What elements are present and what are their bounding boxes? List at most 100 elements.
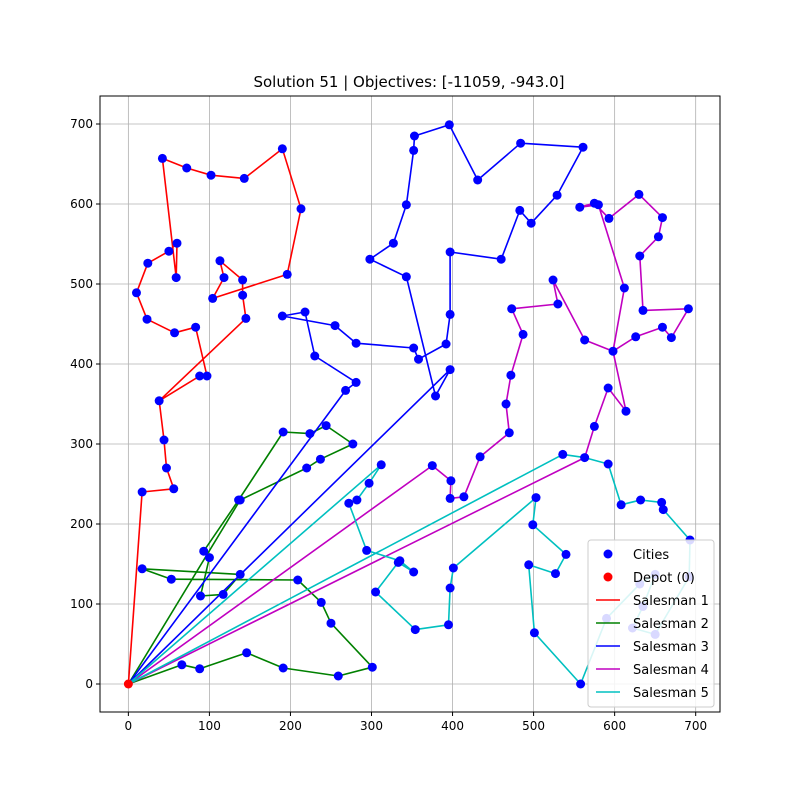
legend-label-salesman-3: Salesman 3 [633, 640, 709, 655]
city-point [414, 354, 424, 364]
city-point [409, 567, 419, 577]
legend: Cities Depot (0) Salesman 1 Salesman 2 Sales… [587, 539, 715, 708]
city-point [365, 254, 375, 264]
city-point [157, 153, 167, 163]
city-point [371, 587, 381, 597]
depot [123, 679, 133, 689]
chart-title: Solution 51 | Objectives: [-11059, -943.… [253, 73, 564, 91]
city-point [616, 500, 626, 510]
city-point [608, 346, 618, 356]
city-point [202, 371, 212, 381]
city-point [310, 351, 320, 361]
city-point [444, 120, 454, 130]
legend-marker-cities [603, 549, 613, 559]
legend-label-depot-0: Depot (0) [633, 571, 695, 586]
x-tick-label: 600 [603, 719, 626, 733]
city-point [526, 218, 536, 228]
city-point [603, 459, 613, 469]
city-point [666, 333, 676, 343]
y-tick-label: 300 [70, 437, 93, 451]
y-tick-label: 0 [85, 677, 93, 691]
city-point [528, 520, 538, 530]
city-point [351, 377, 361, 387]
city-point [427, 461, 437, 471]
city-point [204, 553, 214, 563]
plot-frame [99, 95, 721, 713]
depot-point [123, 679, 133, 689]
city-point [445, 493, 455, 503]
city-point [333, 671, 343, 681]
city-point [170, 328, 180, 338]
city-point [364, 478, 374, 488]
city-point [191, 322, 201, 332]
city-point [409, 343, 419, 353]
y-tick-label: 100 [70, 597, 93, 611]
salesman-2-route [127, 424, 374, 685]
city-point [388, 238, 398, 248]
city-point [445, 309, 455, 319]
city-point [182, 163, 192, 173]
city-point [553, 299, 563, 309]
city-point [376, 460, 386, 470]
city-point [446, 476, 456, 486]
city-point [409, 145, 419, 155]
x-tick-label: 200 [279, 719, 302, 733]
city-point [589, 421, 599, 431]
city-point [459, 492, 469, 502]
city-point [241, 313, 251, 323]
city-point [529, 628, 539, 638]
city-point [171, 273, 181, 283]
city-point [238, 290, 248, 300]
city-point [475, 452, 485, 462]
city-point [657, 322, 667, 332]
city-point [330, 321, 340, 331]
city-point [351, 338, 361, 348]
city-point [277, 144, 287, 154]
city-point [169, 484, 179, 494]
city-point [518, 329, 528, 339]
city-point [441, 339, 451, 349]
city-point [352, 495, 362, 505]
x-tick-label: 400 [441, 719, 464, 733]
city-point [137, 564, 147, 574]
city-point [195, 664, 205, 674]
x-tick-label: 0 [125, 719, 133, 733]
city-point [410, 625, 420, 635]
city-point [561, 549, 571, 559]
legend-box [587, 539, 715, 708]
city-point [576, 679, 586, 689]
legend-marker-depot-0 [603, 572, 613, 582]
city-point [550, 569, 560, 579]
y-tick-label: 200 [70, 517, 93, 531]
city-point [506, 370, 516, 380]
city-point [315, 454, 325, 464]
city-point [524, 560, 534, 570]
city-point [282, 269, 292, 279]
city-point [548, 275, 558, 285]
city-point [638, 305, 648, 315]
y-tick-label: 600 [70, 197, 93, 211]
city-point [278, 427, 288, 437]
city-point [341, 385, 351, 395]
x-tick-label: 500 [522, 719, 545, 733]
city-point [278, 663, 288, 673]
city-point [393, 557, 403, 567]
y-tick-label: 500 [70, 277, 93, 291]
city-point [443, 620, 453, 630]
city-point [409, 131, 419, 141]
city-point [552, 190, 562, 200]
city-point [208, 293, 218, 303]
city-point [431, 391, 441, 401]
city-point [504, 428, 514, 438]
city-point [316, 597, 326, 607]
city-point [501, 399, 511, 409]
city-point [242, 648, 252, 658]
city-point [293, 575, 303, 585]
y-tick-label: 700 [70, 117, 93, 131]
city-point [321, 421, 331, 431]
city-point [215, 256, 225, 266]
city-point [239, 173, 249, 183]
city-point [401, 272, 411, 282]
city-point [515, 205, 525, 215]
